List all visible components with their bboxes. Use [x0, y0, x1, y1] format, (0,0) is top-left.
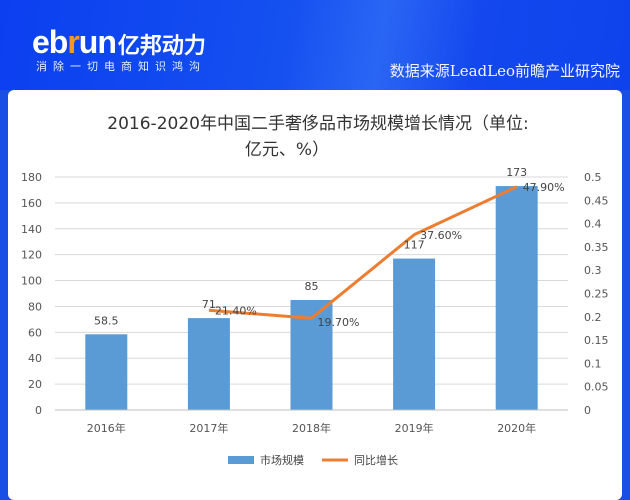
left-axis-tick: 100: [21, 275, 42, 288]
bar-data-label: 71: [202, 298, 216, 311]
right-axis-tick: 0.4: [584, 218, 602, 231]
right-axis-tick: 0.3: [584, 264, 602, 277]
data-source: 数据来源LeadLeo前瞻产业研究院: [389, 62, 620, 80]
left-axis-tick: 140: [21, 223, 42, 236]
left-axis-tick: 160: [21, 197, 42, 210]
chart-title-line1: 2016-2020年中国二手奢侈品市场规模增长情况（单位:: [107, 114, 528, 134]
left-axis-tick: 180: [21, 171, 42, 184]
right-axis-tick: 0.1: [584, 357, 602, 370]
right-axis-tick: 0.5: [584, 171, 602, 184]
line-data-label: 21.40%: [215, 304, 257, 317]
ebrun-logo: ebrun亿邦动力: [32, 24, 206, 60]
left-axis-tick: 0: [35, 404, 42, 417]
legend-bar-label: 市场规模: [260, 453, 304, 467]
bar-2019年: [393, 258, 436, 410]
x-axis-tick: 2020年: [497, 421, 536, 435]
growth-line: [208, 185, 518, 320]
left-axis-tick: 40: [28, 352, 42, 365]
bar-2017年: [187, 318, 230, 410]
left-axis-tick: 60: [28, 326, 42, 339]
x-axis-tick: 2017年: [189, 421, 228, 435]
bar-data-label: 117: [404, 239, 425, 252]
line-data-label: 19.70%: [318, 316, 360, 329]
left-axis-tick: 20: [28, 378, 42, 391]
right-axis-tick: 0.25: [584, 288, 609, 301]
x-axis-tick: 2018年: [292, 421, 331, 435]
right-axis-tick: 0: [584, 404, 591, 417]
header-banner: ebrun亿邦动力 消除一切电商知识鸿沟 数据来源LeadLeo前瞻产业研究院: [0, 0, 630, 90]
bar-2020年: [495, 186, 538, 410]
bar-data-label: 85: [305, 280, 319, 293]
right-axis-tick: 0.2: [584, 311, 602, 324]
left-axis-tick: 80: [28, 300, 42, 313]
right-axis-tick: 0.05: [584, 381, 609, 394]
x-axis-tick: 2016年: [87, 421, 126, 435]
line-data-label: 37.60%: [420, 229, 462, 242]
line-data-label: 47.90%: [523, 181, 565, 194]
chart-title-line2: 亿元、%）: [245, 140, 329, 160]
bar-data-label: 173: [506, 166, 527, 179]
logo-slogan: 消除一切电商知识鸿沟: [36, 61, 206, 73]
legend: 市场规模 同比增长: [228, 453, 398, 467]
legend-line-label: 同比增长: [354, 453, 398, 467]
bar-data-label: 58.5: [94, 314, 119, 327]
bar-2016年: [85, 334, 128, 410]
left-axis-tick: 120: [21, 249, 42, 262]
right-axis-tick: 0.45: [584, 194, 609, 207]
x-axis-tick: 2019年: [395, 421, 434, 435]
right-axis-tick: 0.15: [584, 334, 609, 347]
legend-bar-swatch: [228, 456, 254, 464]
right-axis-tick: 0.35: [584, 241, 609, 254]
